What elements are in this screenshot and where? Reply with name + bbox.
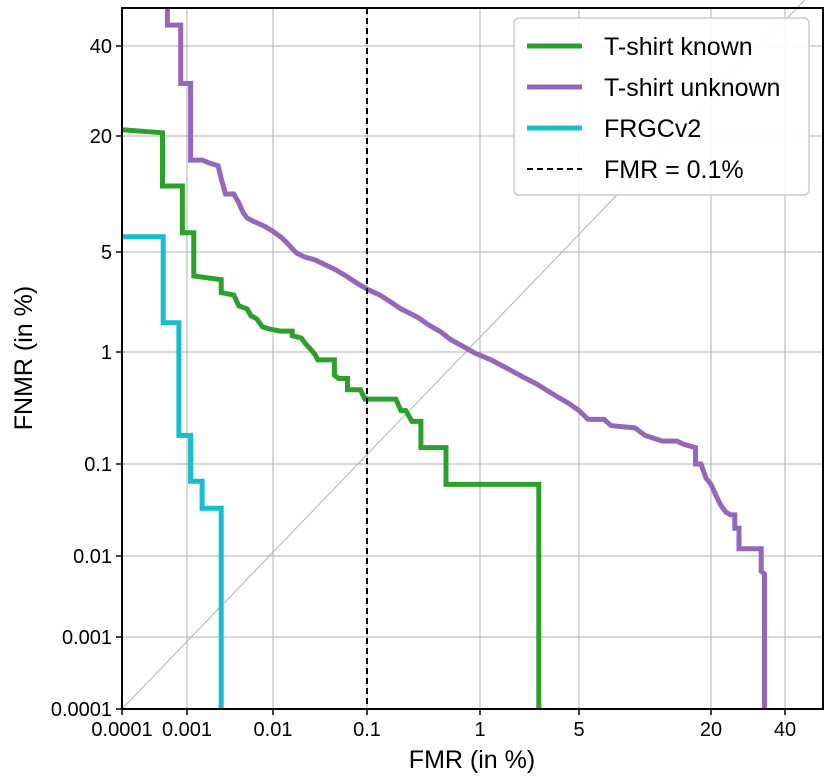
x-tick-label: 0.001	[162, 719, 212, 741]
legend-box	[513, 17, 810, 196]
legend-label: T-shirt unknown	[604, 74, 780, 102]
x-tick-label: 40	[774, 719, 796, 741]
legend-label: FMR = 0.1%	[604, 156, 744, 184]
y-axis-label: FNMR (in %)	[10, 286, 38, 430]
legend-label: FRGCv2	[604, 115, 701, 143]
y-tick-label: 1	[101, 342, 112, 364]
x-tick-label: 0.0001	[91, 719, 152, 741]
x-tick-label: 5	[573, 719, 584, 741]
series-line-t-shirt-unknown	[164, 8, 767, 709]
series-line-t-shirt-known	[121, 127, 542, 709]
series-line-frgcv2	[122, 234, 224, 709]
legend: T-shirt known T-shirt unknown FRGCv2 FMR = …	[513, 17, 810, 196]
y-tick-label: 0.1	[84, 454, 112, 476]
y-tick-label: 0.001	[62, 627, 112, 649]
y-tick-label: 0.0001	[51, 699, 112, 721]
x-tick-label: 1	[474, 719, 485, 741]
y-ticks: 0.0001 0.001 0.01 0.1 1 5 20 40	[51, 36, 122, 721]
y-tick-label: 20	[90, 126, 112, 148]
x-ticks: 0.0001 0.001 0.01 0.1 1 5 20 40	[91, 709, 796, 741]
y-tick-label: 5	[101, 242, 112, 264]
y-tick-label: 40	[90, 36, 112, 58]
series-lines	[121, 8, 767, 709]
x-tick-label: 0.01	[254, 719, 293, 741]
x-tick-label: 20	[700, 719, 722, 741]
y-tick-label: 0.01	[73, 546, 112, 568]
plot-frame	[121, 7, 824, 710]
x-tick-label: 0.1	[353, 719, 381, 741]
x-axis-label: FMR (in %)	[409, 746, 535, 774]
legend-label: T-shirt known	[604, 33, 753, 61]
